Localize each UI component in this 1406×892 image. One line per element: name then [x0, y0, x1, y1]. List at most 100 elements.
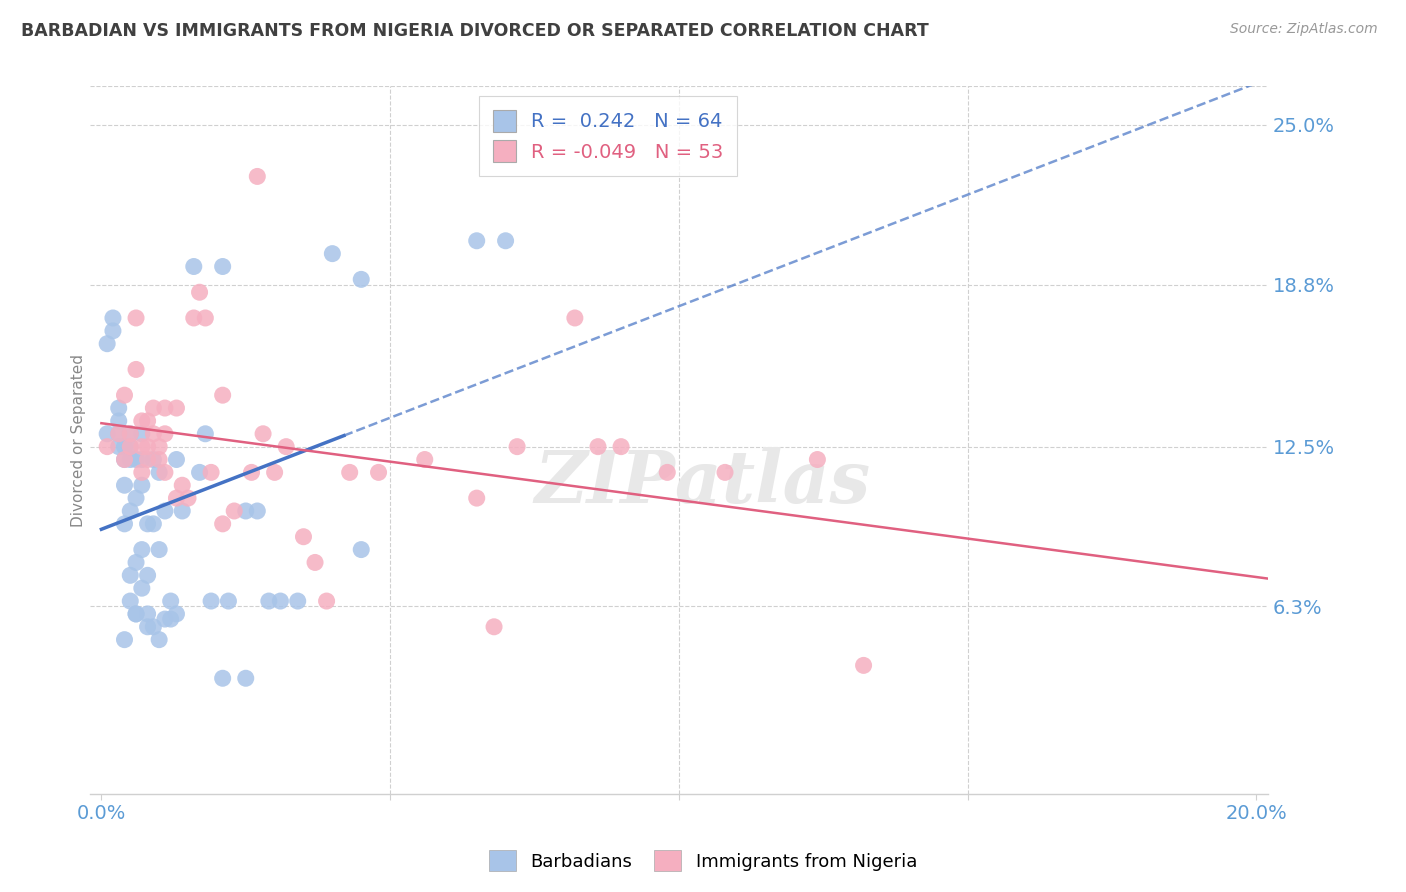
Point	[657, 466, 679, 480]
Point	[153, 466, 176, 480]
Point	[153, 504, 176, 518]
Point	[482, 620, 505, 634]
Point	[96, 426, 118, 441]
Point	[125, 607, 148, 621]
Point	[339, 466, 361, 480]
Point	[120, 426, 142, 441]
Point	[217, 594, 239, 608]
Legend: R =  0.242   N = 64, R = -0.049   N = 53: R = 0.242 N = 64, R = -0.049 N = 53	[479, 96, 737, 176]
Point	[107, 414, 129, 428]
Point	[172, 504, 194, 518]
Point	[276, 440, 298, 454]
Point	[114, 632, 136, 647]
Point	[159, 594, 181, 608]
Point	[136, 516, 159, 531]
Point	[120, 504, 142, 518]
Point	[194, 426, 217, 441]
Point	[235, 504, 257, 518]
Point	[148, 466, 170, 480]
Text: Source: ZipAtlas.com: Source: ZipAtlas.com	[1230, 22, 1378, 37]
Point	[159, 612, 181, 626]
Point	[586, 440, 609, 454]
Point	[257, 594, 280, 608]
Point	[107, 426, 129, 441]
Point	[211, 516, 233, 531]
Point	[136, 452, 159, 467]
Point	[166, 452, 188, 467]
Point	[252, 426, 274, 441]
Point	[183, 260, 205, 274]
Point	[120, 426, 142, 441]
Point	[120, 594, 142, 608]
Point	[194, 310, 217, 325]
Point	[148, 452, 170, 467]
Point	[287, 594, 309, 608]
Point	[125, 607, 148, 621]
Point	[142, 516, 165, 531]
Point	[506, 440, 529, 454]
Point	[304, 556, 326, 570]
Point	[131, 440, 153, 454]
Point	[148, 632, 170, 647]
Point	[125, 556, 148, 570]
Text: ZIP​atlas: ZIP​atlas	[534, 447, 870, 518]
Point	[114, 516, 136, 531]
Point	[350, 272, 373, 286]
Point	[107, 401, 129, 415]
Point	[211, 671, 233, 685]
Point	[131, 426, 153, 441]
Point	[125, 310, 148, 325]
Point	[148, 440, 170, 454]
Point	[125, 452, 148, 467]
Point	[148, 542, 170, 557]
Point	[235, 671, 257, 685]
Point	[136, 568, 159, 582]
Point	[125, 491, 148, 505]
Point	[166, 401, 188, 415]
Point	[131, 452, 153, 467]
Point	[166, 491, 188, 505]
Point	[564, 310, 586, 325]
Point	[240, 466, 263, 480]
Point	[852, 658, 875, 673]
Point	[120, 568, 142, 582]
Point	[211, 388, 233, 402]
Point	[142, 452, 165, 467]
Point	[96, 336, 118, 351]
Point	[114, 478, 136, 492]
Point	[142, 620, 165, 634]
Point	[142, 426, 165, 441]
Point	[315, 594, 337, 608]
Point	[246, 504, 269, 518]
Point	[107, 426, 129, 441]
Point	[350, 542, 373, 557]
Point	[131, 414, 153, 428]
Point	[224, 504, 246, 518]
Point	[142, 401, 165, 415]
Point	[114, 452, 136, 467]
Point	[153, 401, 176, 415]
Point	[806, 452, 828, 467]
Point	[136, 607, 159, 621]
Point	[200, 466, 222, 480]
Legend: Barbadians, Immigrants from Nigeria: Barbadians, Immigrants from Nigeria	[482, 843, 924, 879]
Point	[188, 466, 211, 480]
Point	[200, 594, 222, 608]
Point	[714, 466, 737, 480]
Point	[246, 169, 269, 184]
Point	[495, 234, 517, 248]
Point	[136, 620, 159, 634]
Point	[172, 478, 194, 492]
Point	[96, 440, 118, 454]
Y-axis label: Divorced or Separated: Divorced or Separated	[72, 354, 86, 526]
Point	[114, 388, 136, 402]
Point	[101, 324, 124, 338]
Point	[177, 491, 200, 505]
Point	[321, 246, 343, 260]
Point	[114, 440, 136, 454]
Point	[211, 260, 233, 274]
Point	[120, 452, 142, 467]
Point	[131, 581, 153, 595]
Point	[263, 466, 285, 480]
Point	[136, 414, 159, 428]
